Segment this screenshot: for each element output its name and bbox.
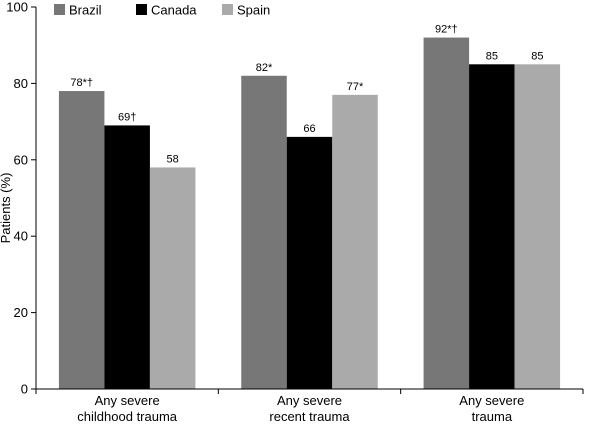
category-label: recent trauma: [269, 409, 350, 424]
y-tick-label: 80: [14, 76, 28, 91]
data-label: 66: [303, 123, 315, 135]
bar-spain: [514, 64, 561, 390]
data-label: 92*†: [435, 24, 458, 36]
category-label: Any severe: [277, 393, 342, 408]
data-label: 85: [531, 50, 543, 62]
category-label: Any severe: [459, 393, 524, 408]
legend-label-canada: Canada: [151, 3, 197, 18]
data-label: 82*: [256, 62, 273, 74]
bar-canada: [286, 136, 333, 389]
y-axis-ticks: 0 20 40 60 80 100: [6, 0, 36, 397]
legend: Brazil Canada Spain: [54, 3, 270, 18]
legend-label-spain: Spain: [237, 3, 270, 18]
category-label: childhood trauma: [77, 409, 177, 424]
bar-spain: [332, 94, 378, 390]
bar-brazil: [241, 75, 287, 389]
axes: [35, 7, 584, 394]
bar-brazil: [423, 37, 470, 390]
bar-brazil: [58, 91, 105, 389]
y-tick-label: 0: [21, 382, 28, 397]
data-labels: 78*† 69† 58 82* 66 77* 92*† 85 85: [70, 24, 543, 166]
data-label: 77*: [347, 81, 364, 93]
legend-swatch-brazil: [54, 4, 65, 15]
data-label: 78*†: [70, 77, 93, 89]
category-label: trauma: [472, 409, 513, 424]
y-tick-label: 60: [14, 152, 28, 167]
legend-swatch-spain: [222, 4, 233, 15]
y-tick-label: 20: [14, 305, 28, 320]
legend-swatch-canada: [136, 4, 147, 15]
bar-canada: [469, 64, 515, 390]
legend-label-brazil: Brazil: [69, 3, 102, 18]
bars: [58, 37, 561, 390]
bar-spain: [149, 167, 196, 389]
bar-canada: [104, 125, 150, 390]
y-tick-label: 40: [14, 229, 28, 244]
data-label: 69†: [118, 111, 136, 123]
data-label: 85: [486, 50, 498, 62]
y-tick-label: 100: [6, 0, 28, 15]
data-label: 58: [167, 153, 179, 165]
category-label: Any severe: [95, 393, 160, 408]
y-axis-title: Patients (%): [0, 173, 13, 244]
